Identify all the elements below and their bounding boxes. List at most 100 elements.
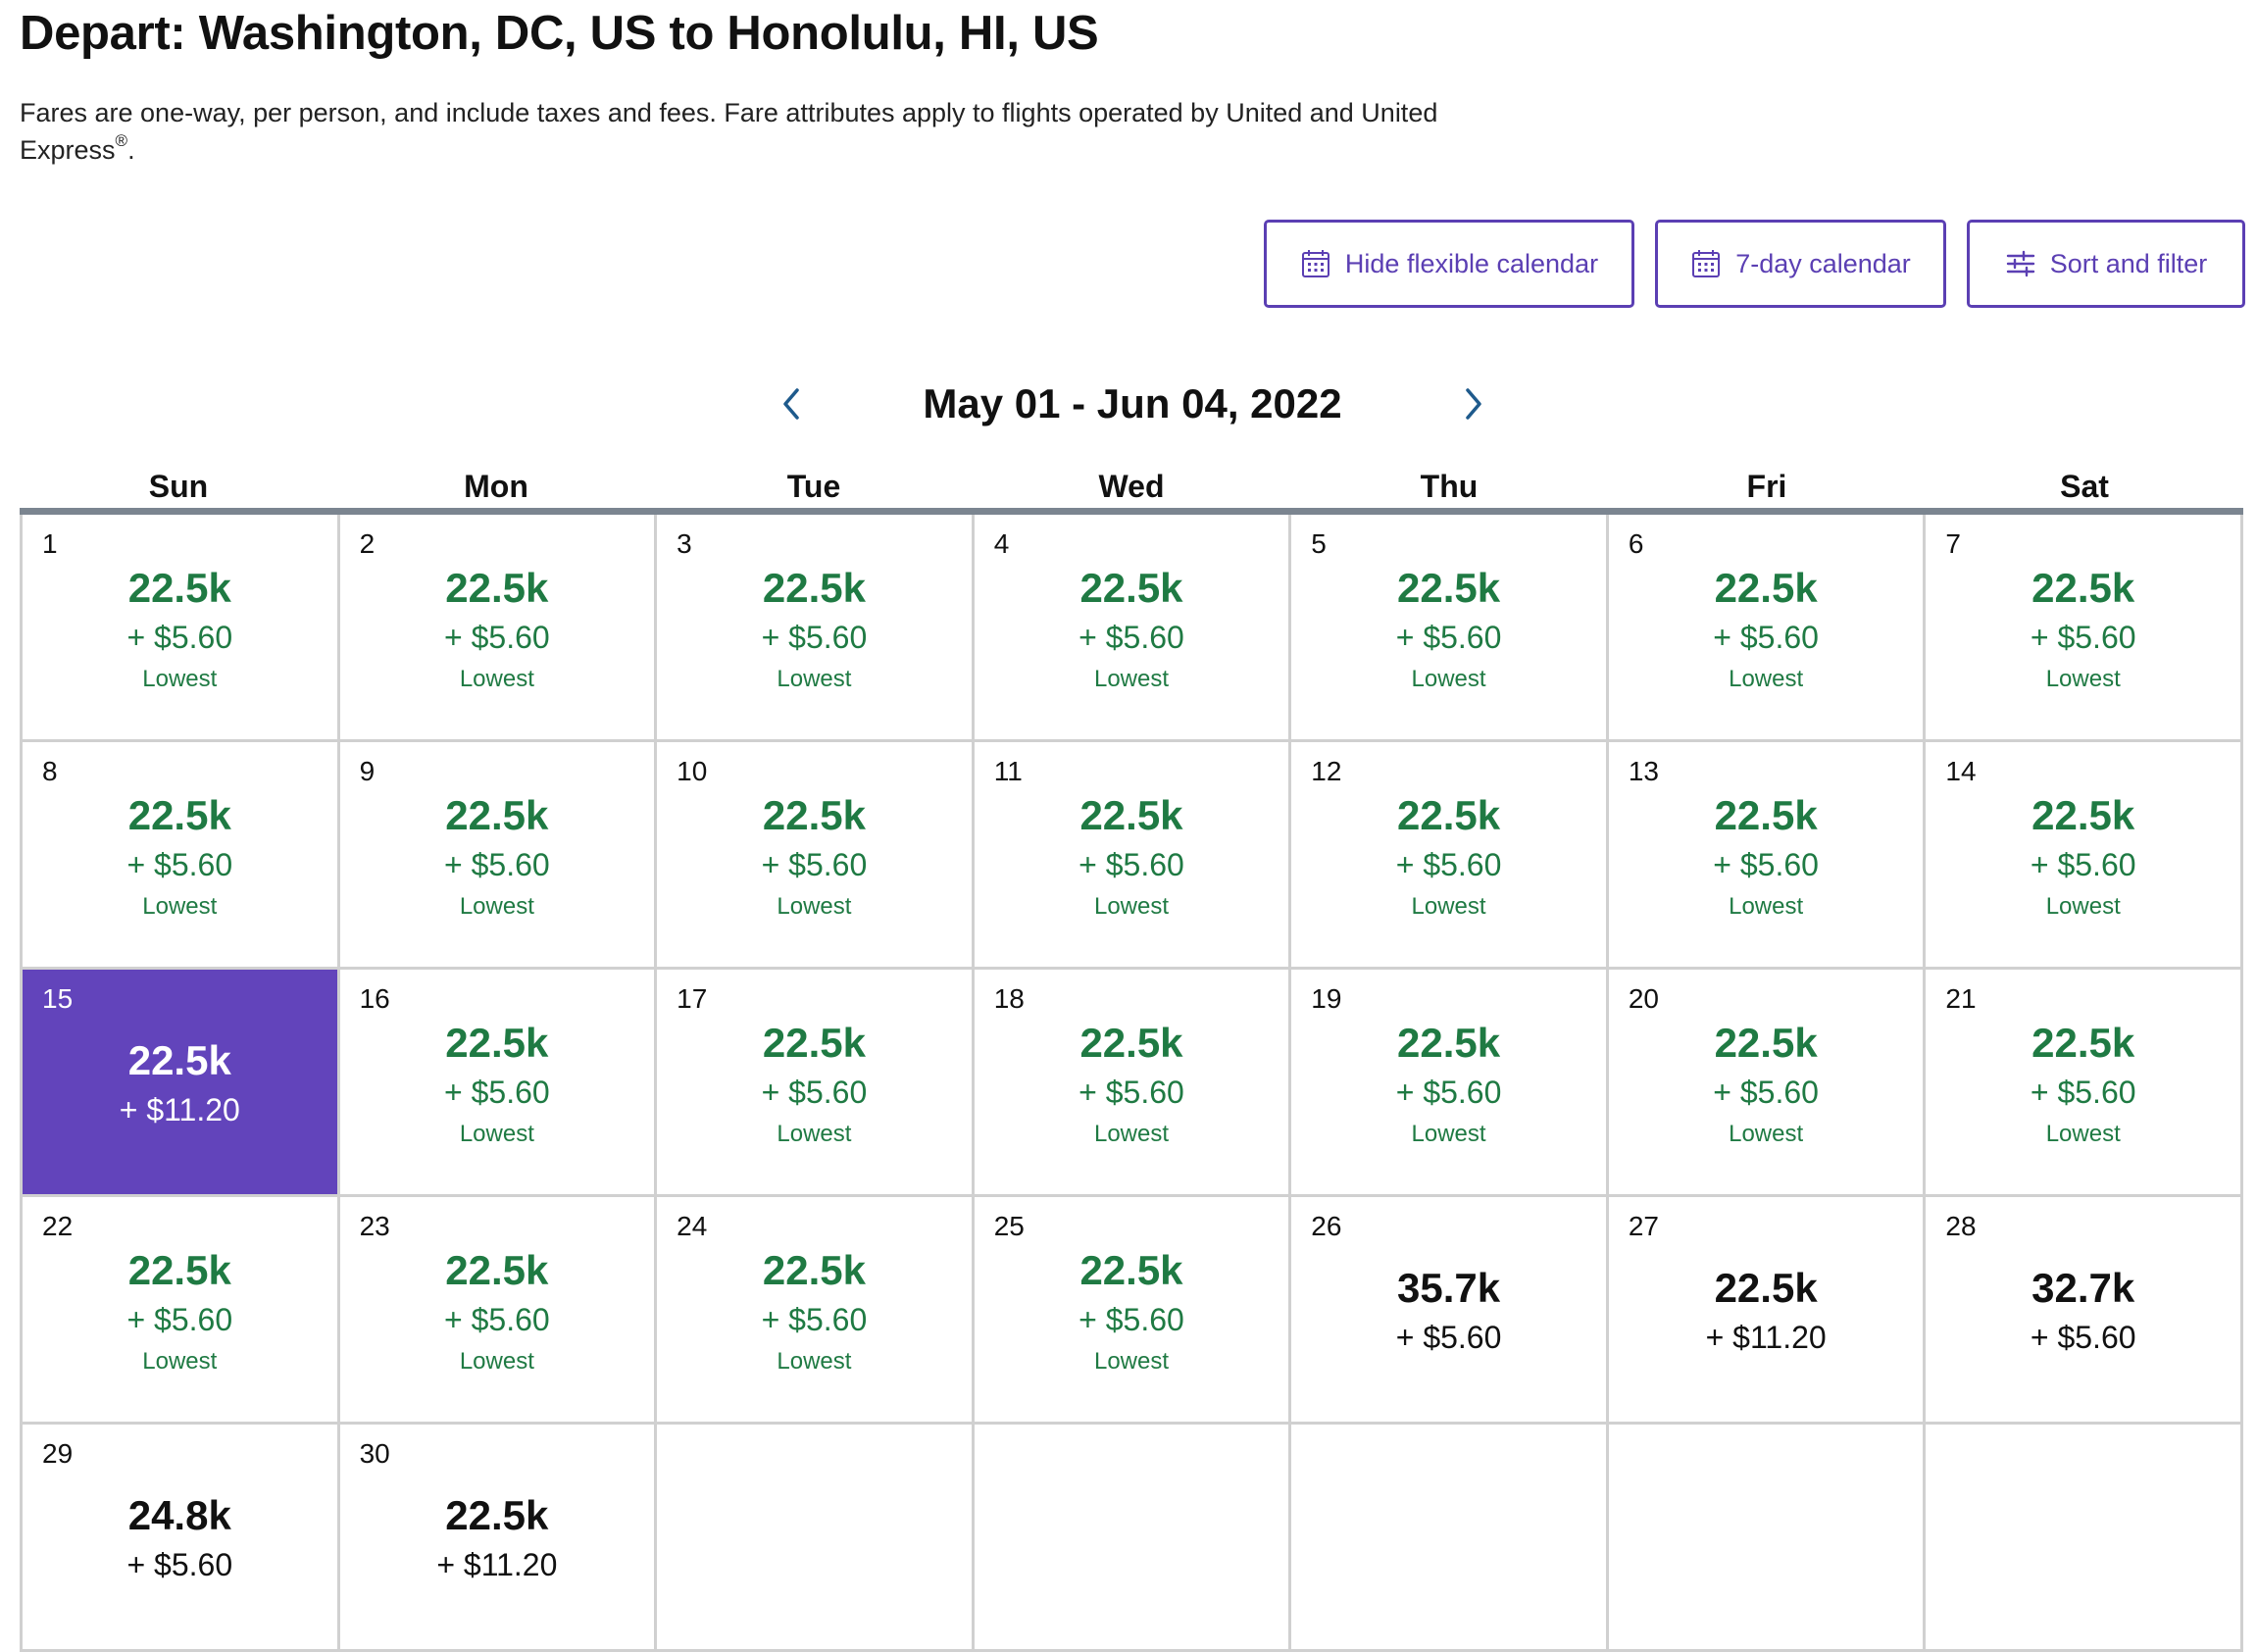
calendar-day[interactable]: 4 22.5k + $5.60 Lowest bbox=[974, 515, 1292, 742]
fare-miles: 22.5k bbox=[445, 792, 549, 838]
calendar-day[interactable]: 11 22.5k + $5.60 Lowest bbox=[974, 742, 1292, 970]
lowest-fare-label: Lowest bbox=[1093, 893, 1170, 920]
calendar-day[interactable]: 17 22.5k + $5.60 Lowest bbox=[657, 970, 975, 1197]
calendar-day[interactable]: 1 22.5k + $5.60 Lowest bbox=[23, 515, 340, 742]
fare-taxes: + $5.60 bbox=[761, 620, 868, 655]
previous-range-button[interactable] bbox=[769, 378, 814, 429]
fare-miles: 22.5k bbox=[1397, 792, 1501, 838]
day-number: 14 bbox=[1945, 756, 1977, 786]
fare-taxes: + $5.60 bbox=[761, 1075, 868, 1110]
fare-taxes: + $5.60 bbox=[1395, 1320, 1502, 1355]
calendar-day[interactable]: 2 22.5k + $5.60 Lowest bbox=[339, 515, 658, 742]
calendar-day[interactable]: 16 22.5k + $5.60 Lowest bbox=[339, 970, 658, 1197]
lowest-fare-label: Lowest bbox=[1093, 1348, 1170, 1375]
calendar-day[interactable]: 18 22.5k + $5.60 Lowest bbox=[974, 970, 1292, 1197]
calendar-day[interactable]: 24 22.5k + $5.60 Lowest bbox=[657, 1197, 975, 1425]
fare-miles: 22.5k bbox=[445, 1247, 549, 1293]
fare-block: 22.5k + $5.60 Lowest bbox=[975, 789, 1289, 926]
lowest-fare-label: Lowest bbox=[2045, 666, 2121, 692]
fare-block: 22.5k + $5.60 Lowest bbox=[657, 1017, 972, 1154]
day-number: 23 bbox=[359, 1211, 390, 1241]
sliders-icon bbox=[2006, 250, 2034, 277]
lowest-fare-label: Lowest bbox=[142, 666, 218, 692]
calendar-day[interactable]: 25 22.5k + $5.60 Lowest bbox=[974, 1197, 1292, 1425]
calendar-day[interactable]: 9 22.5k + $5.60 Lowest bbox=[339, 742, 658, 970]
seven-day-calendar-button[interactable]: 7-day calendar bbox=[1655, 220, 1946, 308]
calendar-day[interactable]: 10 22.5k + $5.60 Lowest bbox=[657, 742, 975, 970]
fare-block: 24.8k + $5.60 bbox=[23, 1489, 337, 1587]
calendar-day[interactable]: 29 24.8k + $5.60 bbox=[23, 1425, 340, 1652]
calendar-day[interactable]: 19 22.5k + $5.60 Lowest bbox=[1291, 970, 1609, 1197]
sort-and-filter-button[interactable]: Sort and filter bbox=[1967, 220, 2245, 308]
fare-miles: 22.5k bbox=[1079, 1020, 1183, 1066]
day-number: 3 bbox=[677, 528, 692, 559]
day-number: 8 bbox=[42, 756, 58, 786]
day-number: 11 bbox=[993, 756, 1023, 786]
lowest-fare-label: Lowest bbox=[459, 1121, 534, 1147]
calendar-day[interactable]: 28 32.7k + $5.60 bbox=[1926, 1197, 2243, 1425]
calendar-day-selected[interactable]: 15 22.5k + $11.20 bbox=[23, 970, 340, 1197]
lowest-fare-label: Lowest bbox=[777, 1121, 852, 1147]
calendar-day[interactable]: 12 22.5k + $5.60 Lowest bbox=[1291, 742, 1609, 970]
fare-taxes: + $5.60 bbox=[126, 1547, 233, 1582]
fare-block: 22.5k + $5.60 Lowest bbox=[23, 562, 337, 699]
fare-block: 35.7k + $5.60 bbox=[1291, 1262, 1606, 1360]
fare-block: 22.5k + $5.60 Lowest bbox=[340, 1017, 655, 1154]
hide-flexible-calendar-button[interactable]: Hide flexible calendar bbox=[1264, 220, 1634, 308]
next-range-button[interactable] bbox=[1451, 378, 1496, 429]
calendar-day[interactable]: 7 22.5k + $5.60 Lowest bbox=[1926, 515, 2243, 742]
date-range-navigator: May 01 - Jun 04, 2022 bbox=[0, 365, 2257, 443]
fare-taxes: + $5.60 bbox=[2030, 847, 2136, 882]
calendar-empty-cell bbox=[1291, 1425, 1609, 1652]
calendar-day[interactable]: 3 22.5k + $5.60 Lowest bbox=[657, 515, 975, 742]
weekday-tue: Tue bbox=[786, 469, 841, 504]
fare-calendar-grid: 1 22.5k + $5.60 Lowest 2 22.5k + $5.60 Lowest 3 2… bbox=[20, 515, 2243, 1652]
calendar-day[interactable]: 13 22.5k + $5.60 Lowest bbox=[1608, 742, 1927, 970]
weekday-fri: Fri bbox=[1746, 469, 1787, 504]
weekday-mon: Mon bbox=[464, 469, 528, 504]
fare-miles: 22.5k bbox=[127, 1247, 231, 1293]
fare-block: 22.5k + $5.60 Lowest bbox=[657, 562, 972, 699]
calendar-day[interactable]: 8 22.5k + $5.60 Lowest bbox=[23, 742, 340, 970]
calendar-day[interactable]: 6 22.5k + $5.60 Lowest bbox=[1608, 515, 1927, 742]
fare-miles: 22.5k bbox=[1714, 1265, 1818, 1311]
day-number: 9 bbox=[359, 756, 376, 786]
fare-block: 22.5k + $5.60 Lowest bbox=[1926, 1017, 2240, 1154]
day-number: 26 bbox=[1311, 1211, 1342, 1241]
day-number: 12 bbox=[1311, 756, 1342, 786]
page-title: Depart: Washington, DC, US to Honolulu, … bbox=[20, 7, 1099, 60]
calendar-day[interactable]: 21 22.5k + $5.60 Lowest bbox=[1926, 970, 2243, 1197]
calendar-day[interactable]: 5 22.5k + $5.60 Lowest bbox=[1291, 515, 1609, 742]
lowest-fare-label: Lowest bbox=[1093, 1121, 1170, 1147]
calendar-day[interactable]: 20 22.5k + $5.60 Lowest bbox=[1608, 970, 1927, 1197]
weekday-header: Sun Mon Tue Wed Thu Fri Sat bbox=[20, 465, 2243, 515]
lowest-fare-label: Lowest bbox=[777, 893, 852, 920]
fare-miles: 22.5k bbox=[1397, 1020, 1501, 1066]
calendar-day[interactable]: 27 22.5k + $11.20 bbox=[1608, 1197, 1927, 1425]
lowest-fare-label: Lowest bbox=[1729, 893, 1804, 920]
fare-taxes: + $5.60 bbox=[126, 847, 233, 882]
calendar-day[interactable]: 22 22.5k + $5.60 Lowest bbox=[23, 1197, 340, 1425]
fare-block: 22.5k + $5.60 Lowest bbox=[1926, 789, 2240, 926]
day-number: 29 bbox=[42, 1438, 74, 1469]
calendar-day[interactable]: 14 22.5k + $5.60 Lowest bbox=[1926, 742, 2243, 970]
lowest-fare-label: Lowest bbox=[142, 893, 218, 920]
calendar-day[interactable]: 23 22.5k + $5.60 Lowest bbox=[339, 1197, 658, 1425]
fare-miles: 22.5k bbox=[2031, 1020, 2135, 1066]
fare-miles: 22.5k bbox=[1714, 792, 1818, 838]
day-number: 19 bbox=[1311, 983, 1342, 1014]
fare-taxes: + $5.60 bbox=[1713, 847, 1819, 882]
fare-block: 22.5k + $5.60 Lowest bbox=[1926, 562, 2240, 699]
fare-block: 22.5k + $5.60 Lowest bbox=[975, 1244, 1289, 1381]
fare-miles: 22.5k bbox=[1079, 1247, 1183, 1293]
fare-taxes: + $5.60 bbox=[444, 620, 550, 655]
day-number: 22 bbox=[42, 1211, 74, 1241]
lowest-fare-label: Lowest bbox=[142, 1348, 218, 1375]
fare-block: 22.5k + $11.20 bbox=[23, 1034, 337, 1132]
fare-taxes: + $5.60 bbox=[1395, 1075, 1502, 1110]
calendar-day[interactable]: 30 22.5k + $11.20 bbox=[339, 1425, 658, 1652]
calendar-day[interactable]: 26 35.7k + $5.60 bbox=[1291, 1197, 1609, 1425]
fare-taxes: + $5.60 bbox=[2030, 1075, 2136, 1110]
fare-taxes: + $5.60 bbox=[761, 1302, 868, 1337]
fare-disclaimer: Fares are one-way, per person, and inclu… bbox=[20, 94, 1471, 169]
